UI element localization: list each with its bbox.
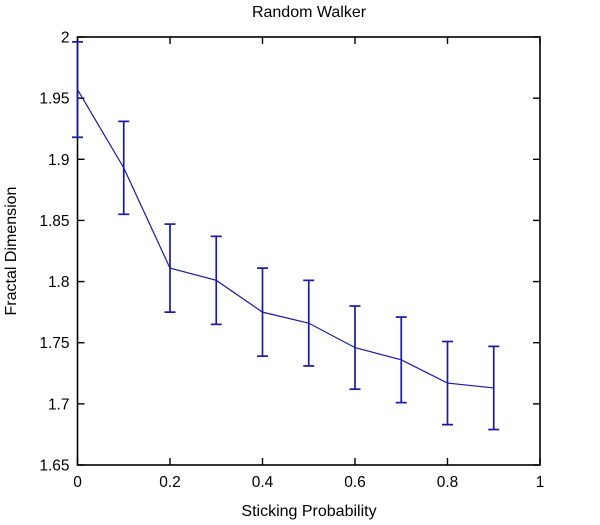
- y-axis-label: Fractal Dimension: [3, 186, 20, 316]
- y-tick-label: 1.7: [48, 396, 70, 413]
- y-tick-label: 1.75: [39, 335, 69, 352]
- y-tick-label: 1.9: [48, 152, 70, 169]
- x-tick-label: 1: [536, 474, 545, 491]
- x-tick-label: 0.6: [344, 474, 366, 491]
- y-tick-label: 1.8: [48, 274, 70, 291]
- x-tick-label: 0.8: [437, 474, 459, 491]
- x-tick-label: 0: [73, 474, 82, 491]
- axes-box: [76, 36, 541, 466]
- y-tick-label: 1.85: [39, 213, 69, 230]
- chart-title: Random Walker: [251, 4, 367, 21]
- x-tick-label: 0.2: [159, 474, 181, 491]
- y-tick-label: 2: [61, 30, 70, 47]
- x-axis-label: Sticking Probability: [241, 503, 377, 520]
- y-tick-label: 1.95: [39, 91, 69, 108]
- data-line: [76, 89, 494, 389]
- y-tick-label: 1.65: [39, 458, 69, 475]
- x-tick-label: 0.4: [252, 474, 274, 491]
